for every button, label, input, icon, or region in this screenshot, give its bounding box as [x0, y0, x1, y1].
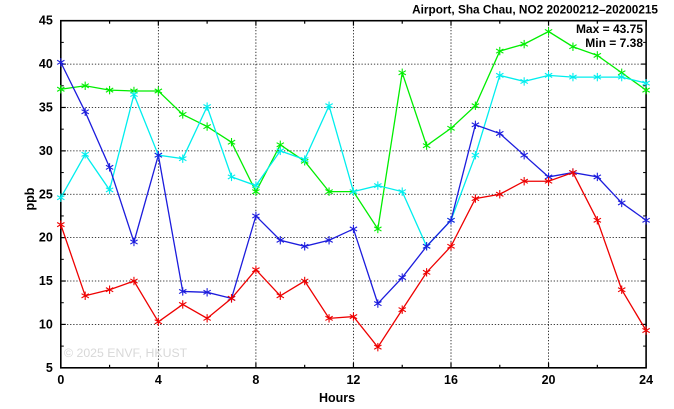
svg-text:Hours: Hours	[319, 391, 355, 405]
svg-text:Min = 7.38: Min = 7.38	[585, 36, 643, 50]
svg-text:Airport, Sha Chau, NO2 2020021: Airport, Sha Chau, NO2 20200212–20200215	[412, 3, 658, 17]
svg-text:25: 25	[39, 187, 53, 201]
svg-text:4: 4	[155, 373, 162, 387]
svg-text:10: 10	[39, 317, 53, 331]
svg-text:20: 20	[542, 373, 556, 387]
svg-text:24: 24	[639, 373, 653, 387]
svg-text:20: 20	[39, 231, 53, 245]
svg-text:0: 0	[57, 373, 64, 387]
svg-text:15: 15	[39, 274, 53, 288]
svg-text:8: 8	[252, 373, 259, 387]
svg-text:30: 30	[39, 144, 53, 158]
svg-text:12: 12	[346, 373, 360, 387]
svg-text:Max = 43.75: Max = 43.75	[576, 22, 643, 36]
svg-text:ppb: ppb	[23, 187, 37, 210]
svg-text:45: 45	[39, 14, 53, 28]
svg-text:40: 40	[39, 57, 53, 71]
svg-text:© 2025 ENVF, HKUST: © 2025 ENVF, HKUST	[64, 346, 188, 360]
svg-text:5: 5	[46, 361, 53, 375]
svg-text:16: 16	[444, 373, 458, 387]
svg-text:35: 35	[39, 100, 53, 114]
